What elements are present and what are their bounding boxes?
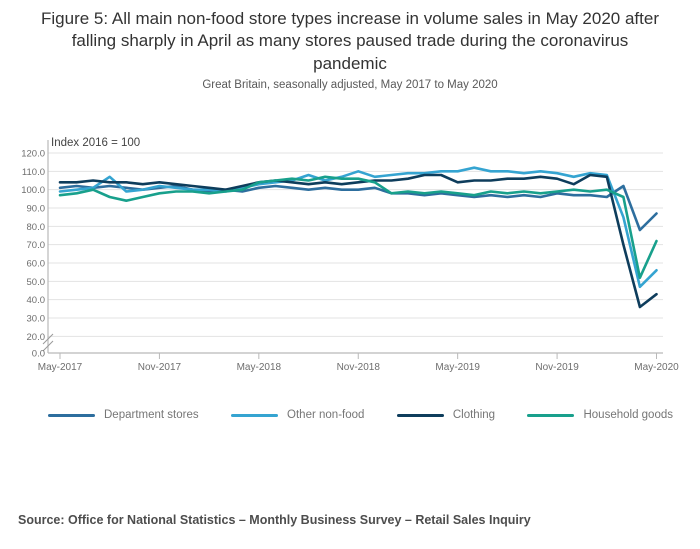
figure-subtitle: Great Britain, seasonally adjusted, May …	[202, 79, 498, 91]
chart-svg: 120.0 110.0 100.0 90.0 80.0 70.0 60.0 50.0 40.0 3…	[21, 137, 679, 373]
series-line-clothing	[58, 173, 658, 309]
legend-item-other-non-food: Other non-food	[231, 409, 364, 421]
y-axis-tick-label: 60.0	[27, 258, 46, 269]
y-axis-tick-label: 80.0	[27, 222, 46, 233]
axis-break-mark	[42, 333, 54, 345]
legend-label: Department stores	[104, 409, 199, 421]
y-axis-tick-label: 20.0	[27, 332, 46, 343]
y-axis-tick-label: 110.0	[22, 167, 45, 178]
legend-swatch	[231, 413, 279, 417]
x-axis-tick-label: May-2018	[237, 362, 282, 373]
axis-break-mark	[42, 340, 54, 352]
legend-item-department-stores: Department stores	[48, 409, 199, 421]
x-axis-tick-label: Nov-2019	[535, 362, 579, 373]
x-axis-tick-label: May-2017	[38, 362, 83, 373]
legend-item-household-goods: Household goods	[527, 409, 673, 421]
legend-swatch	[48, 413, 95, 417]
y-axis-tick-label: 50.0	[27, 277, 46, 288]
x-axis-tick-label: May-2019	[435, 362, 480, 373]
y-axis-tick-label: 30.0	[27, 313, 46, 324]
y-axis-tick-label: 120.0	[21, 149, 45, 160]
figure-title: Figure 5: All main non-food store types …	[41, 9, 659, 73]
x-axis-tick-label: May-2020	[634, 362, 679, 373]
legend-label: Other non-food	[287, 409, 365, 421]
y-axis-tick-label: 100.0	[21, 185, 45, 196]
y-axis-tick-label: 70.0	[27, 240, 46, 251]
legend-label: Clothing	[452, 409, 496, 421]
legend-label: Household goods	[583, 409, 673, 421]
legend-item-clothing: Clothing	[396, 409, 496, 421]
y-axis-tick-label: 40.0	[27, 295, 46, 306]
legend-swatch	[527, 413, 575, 417]
series-line-department-stores	[58, 184, 658, 232]
chart-legend: Department stores Other non-food Clothing H…	[48, 409, 673, 421]
y-axis-tick-label: 90.0	[27, 203, 46, 214]
index-axis-label: Index 2016 = 100	[51, 137, 140, 149]
x-axis-tick-label: Nov-2017	[138, 362, 182, 373]
series-line-other-non-food	[58, 166, 658, 289]
y-axis-tick-label: 0.0	[32, 349, 45, 360]
series-line-household-goods	[58, 175, 658, 279]
x-axis-tick-label: Nov-2018	[337, 362, 381, 373]
source-text: Source: Office for National Statistics –…	[18, 513, 531, 527]
legend-swatch	[396, 413, 444, 417]
